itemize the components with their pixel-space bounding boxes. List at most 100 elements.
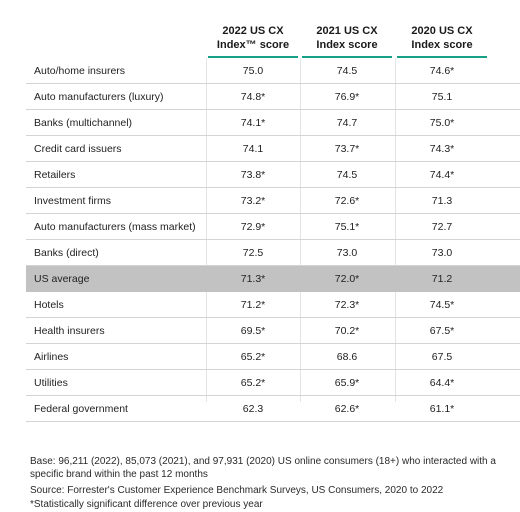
table-row: Utilities 65.2* 65.9* 64.4*: [26, 370, 520, 396]
value-2020: 74.6*: [429, 65, 455, 77]
row-separator: [26, 161, 520, 162]
table-row: Auto manufacturers (luxury) 74.8* 76.9* 75.…: [26, 84, 520, 110]
value-2022: 65.2*: [240, 377, 266, 389]
value-2020: 71.3: [431, 195, 453, 207]
value-2021: 74.5: [336, 169, 358, 181]
header-underline: [208, 56, 298, 58]
value-2021: 75.1*: [334, 221, 360, 233]
value-2020: 71.2: [431, 273, 453, 285]
value-2020: 75.0*: [429, 117, 455, 129]
row-label: Auto manufacturers (mass market): [34, 221, 196, 233]
value-2022: 73.2*: [240, 195, 266, 207]
row-label: Credit card issuers: [34, 143, 122, 155]
row-separator: [26, 109, 520, 110]
value-2021: 72.3*: [334, 299, 360, 311]
row-separator: [26, 187, 520, 188]
header-line-1: 2021 US CX: [316, 25, 378, 37]
table-row: Health insurers 69.5* 70.2* 67.5*: [26, 318, 520, 344]
value-2021: 62.6*: [334, 403, 360, 415]
row-separator: [26, 265, 520, 266]
row-label: Auto/home insurers: [34, 65, 126, 77]
footnote-source: Source: Forrester's Customer Experience …: [30, 485, 444, 496]
footnote-significance: *Statistically significant difference ov…: [30, 499, 263, 510]
row-separator: [26, 83, 520, 84]
value-2022: 74.1: [242, 143, 264, 155]
table-row: Hotels 71.2* 72.3* 74.5*: [26, 292, 520, 318]
value-2020: 64.4*: [429, 377, 455, 389]
row-label: Banks (direct): [34, 247, 99, 259]
value-2021: 72.6*: [334, 195, 360, 207]
value-2020: 75.1: [431, 91, 453, 103]
value-2021: 70.2*: [334, 325, 360, 337]
row-separator: [26, 421, 520, 422]
row-separator: [26, 213, 520, 214]
header-line-2: Index score: [316, 39, 378, 51]
value-2022: 75.0: [242, 65, 264, 77]
row-separator: [26, 317, 520, 318]
header-underline: [302, 56, 392, 58]
row-separator: [26, 395, 520, 396]
row-label: Auto manufacturers (luxury): [34, 91, 164, 103]
table-row: Auto manufacturers (mass market) 72.9* 75.…: [26, 214, 520, 240]
footnote-base: Base: 96,211 (2022), 85,073 (2021), and …: [30, 456, 496, 480]
row-label: US average: [34, 273, 90, 285]
table-row: Credit card issuers 74.1 73.7* 74.3*: [26, 136, 520, 162]
value-2022: 62.3: [242, 403, 264, 415]
column-header-2022: 2022 US CX Index™ score: [208, 24, 298, 58]
table-row: Airlines 65.2* 68.6 67.5: [26, 344, 520, 370]
column-header-2021: 2021 US CX Index score: [302, 24, 392, 58]
table-row: Banks (multichannel) 74.1* 74.7 75.0*: [26, 110, 520, 136]
column-header-2020: 2020 US CX Index score: [397, 24, 487, 58]
value-2021: 76.9*: [334, 91, 360, 103]
value-2022: 74.1*: [240, 117, 266, 129]
table-row: Retailers 73.8* 74.5 74.4*: [26, 162, 520, 188]
value-2020: 61.1*: [429, 403, 455, 415]
value-2020: 74.5*: [429, 299, 455, 311]
row-label: Airlines: [34, 351, 69, 363]
value-2022: 69.5*: [240, 325, 266, 337]
header-underline: [397, 56, 487, 58]
row-separator: [26, 135, 520, 136]
row-separator: [26, 343, 520, 344]
value-2022: 74.8*: [240, 91, 266, 103]
value-2022: 71.2*: [240, 299, 266, 311]
value-2022: 65.2*: [240, 351, 266, 363]
value-2021: 74.5: [336, 65, 358, 77]
value-2020: 67.5: [431, 351, 453, 363]
row-label: Investment firms: [34, 195, 112, 207]
header-line-2: Index™ score: [216, 39, 290, 51]
header-line-1: 2020 US CX: [411, 25, 473, 37]
value-2021: 72.0*: [334, 273, 360, 285]
row-label: Federal government: [34, 403, 128, 415]
column-divider: [395, 58, 396, 402]
value-2020: 72.7: [431, 221, 453, 233]
row-label: Utilities: [34, 377, 68, 389]
value-2022: 72.5: [242, 247, 264, 259]
row-separator: [26, 239, 520, 240]
value-2021: 65.9*: [334, 377, 360, 389]
value-2020: 74.4*: [429, 169, 455, 181]
header-line-1: 2022 US CX: [222, 25, 284, 37]
row-label: Hotels: [34, 299, 64, 311]
value-2021: 73.7*: [334, 143, 360, 155]
value-2020: 73.0: [431, 247, 453, 259]
row-label: Retailers: [34, 169, 76, 181]
value-2022: 73.8*: [240, 169, 266, 181]
column-divider: [206, 58, 207, 402]
table-row-us-average: US average 71.3* 72.0* 71.2: [26, 266, 520, 292]
value-2020: 74.3*: [429, 143, 455, 155]
value-2022: 72.9*: [240, 221, 266, 233]
row-label: Banks (multichannel): [34, 117, 133, 129]
table-row: Federal government 62.3 62.6* 61.1*: [26, 396, 520, 422]
value-2020: 67.5*: [429, 325, 455, 337]
table-row: Banks (direct) 72.5 73.0 73.0: [26, 240, 520, 266]
column-divider: [300, 58, 301, 402]
row-separator: [26, 369, 520, 370]
value-2021: 68.6: [336, 351, 358, 363]
table-row: Auto/home insurers 75.0 74.5 74.6*: [26, 58, 520, 84]
row-label: Health insurers: [34, 325, 105, 337]
value-2021: 74.7: [336, 117, 358, 129]
table-row: Investment firms 73.2* 72.6* 71.3: [26, 188, 520, 214]
value-2022: 71.3*: [240, 273, 266, 285]
header-line-2: Index score: [411, 39, 473, 51]
